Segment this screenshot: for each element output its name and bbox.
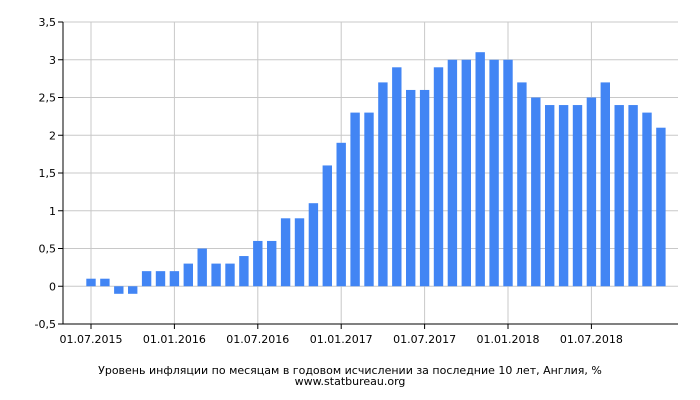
bar <box>294 218 305 287</box>
axes <box>58 21 678 329</box>
bar <box>419 89 430 287</box>
bar <box>350 112 360 287</box>
bar <box>489 59 499 287</box>
bar <box>169 271 180 287</box>
y-tick-label: 1 <box>49 205 56 218</box>
bar <box>183 263 193 287</box>
x-tick-label: 01.01.2018 <box>477 333 540 346</box>
bar <box>558 105 569 287</box>
bar <box>406 89 416 287</box>
bar <box>128 286 138 294</box>
bar <box>364 112 374 287</box>
x-tick-label: 01.01.2017 <box>310 333 373 346</box>
x-tick-label: 01.07.2018 <box>560 333 623 346</box>
y-tick-label: 2,5 <box>39 92 57 105</box>
bar <box>267 240 277 287</box>
bar <box>392 67 402 287</box>
bar <box>433 67 444 287</box>
bar <box>197 248 207 287</box>
bar <box>308 203 319 287</box>
source-label: www.statbureau.org <box>294 375 406 388</box>
x-tick-label: 01.01.2016 <box>143 333 206 346</box>
bar <box>225 263 235 287</box>
y-tick-label: 3,5 <box>39 16 57 29</box>
bar <box>322 165 332 287</box>
bar <box>656 127 666 287</box>
y-tick-label: 2 <box>49 129 56 142</box>
bar <box>461 59 471 287</box>
bar <box>141 271 152 287</box>
bar <box>239 256 249 287</box>
bar <box>475 52 485 287</box>
y-tick-label: 0 <box>49 280 56 293</box>
y-tick-label: 0,5 <box>39 243 57 256</box>
bar <box>642 112 652 287</box>
bar <box>114 286 124 294</box>
y-tick-label: 3 <box>49 54 56 67</box>
bar <box>517 82 527 287</box>
y-tick-label: -0,5 <box>35 318 56 331</box>
bar <box>86 278 96 287</box>
x-tick-label: 01.07.2015 <box>60 333 123 346</box>
bar <box>545 105 555 287</box>
bar <box>600 82 610 287</box>
x-tick-label: 01.07.2016 <box>226 333 289 346</box>
bar <box>572 105 583 287</box>
chart-title: Уровень инфляции по месяцам в годовом ис… <box>98 364 602 377</box>
bar <box>336 142 346 287</box>
bar <box>378 82 388 287</box>
y-tick-label: 1,5 <box>39 167 57 180</box>
bar <box>531 97 541 287</box>
bar <box>503 59 513 287</box>
tick-labels: -0,5 0 0,5 1 1,5 2 2,5 3 3,5 01.07.2015 01.01.2016… <box>35 16 623 346</box>
bar <box>628 105 638 287</box>
bar <box>586 97 597 287</box>
bar <box>155 271 166 287</box>
bar <box>211 263 221 287</box>
bar <box>253 240 263 287</box>
x-tick-label: 01.07.2017 <box>393 333 456 346</box>
bar <box>447 59 458 287</box>
bar <box>614 105 624 287</box>
bar <box>100 278 110 287</box>
bars <box>86 52 666 294</box>
bar <box>280 218 291 287</box>
